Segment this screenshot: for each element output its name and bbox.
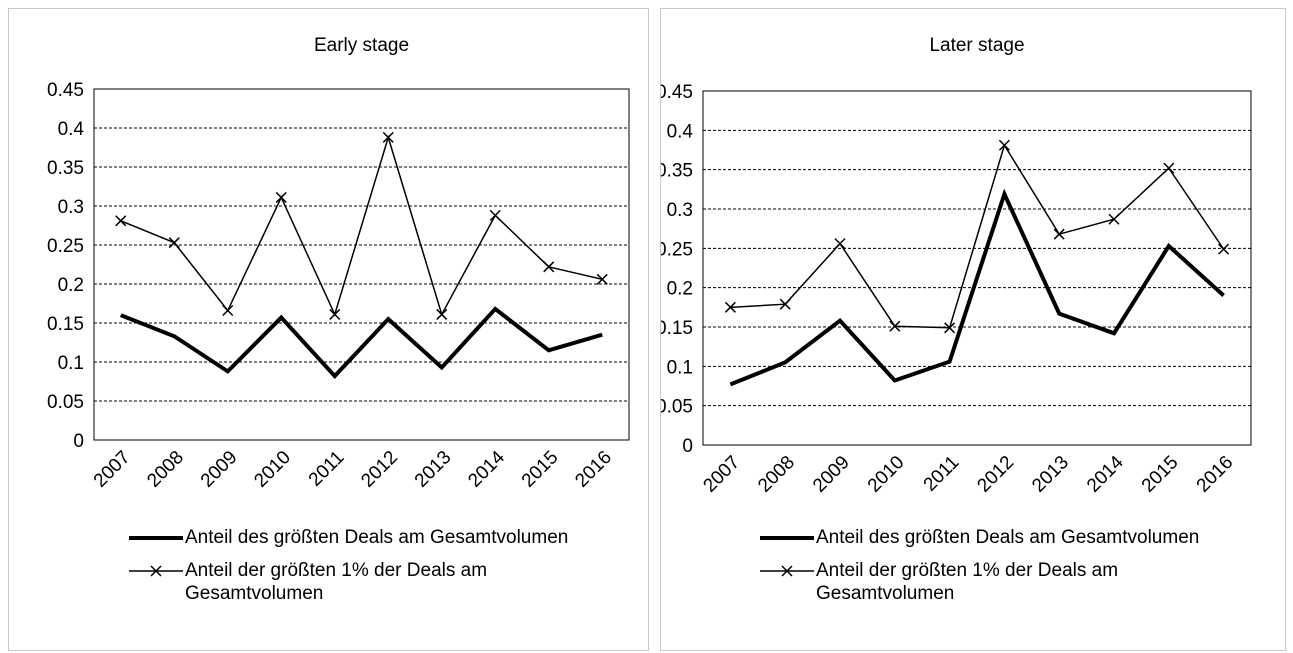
y-tick-label: 0.15 xyxy=(661,318,693,339)
plot-frame xyxy=(702,90,1252,446)
marker xyxy=(115,215,127,227)
x-tick-label: 2009 xyxy=(197,447,242,492)
legend-entry: Anteil des größten Deals am Gesamtvolume… xyxy=(758,526,1206,549)
marker xyxy=(779,298,791,310)
legend: Anteil des größten Deals am Gesamtvolume… xyxy=(127,526,575,615)
x-tick-label: 2007 xyxy=(699,452,744,497)
legend-label: Anteil des größten Deals am Gesamtvolume… xyxy=(816,527,1200,548)
legend-swatch xyxy=(129,536,183,540)
x-tick-label: 2014 xyxy=(1083,452,1128,497)
y-tick-label: 0.4 xyxy=(667,121,694,142)
marker xyxy=(1053,228,1065,240)
marker xyxy=(889,320,901,332)
y-tick-label: 0 xyxy=(73,431,84,452)
plot-frame xyxy=(93,88,630,441)
legend: Anteil des größten Deals am Gesamtvolume… xyxy=(758,526,1206,615)
x-tick-label: 2014 xyxy=(464,447,509,492)
x-tick-label: 2015 xyxy=(1138,452,1183,497)
y-tick-label: 0.2 xyxy=(667,279,693,300)
marker xyxy=(944,322,956,334)
legend-label: Anteil der größten 1% der Deals am Gesam… xyxy=(816,560,1119,604)
y-tick-label: 0.1 xyxy=(58,353,84,374)
marker xyxy=(1163,162,1175,174)
y-tick-label: 0.35 xyxy=(661,161,693,182)
marker xyxy=(168,237,180,249)
legend-entry: Anteil der größten 1% der Deals am Gesam… xyxy=(758,559,1206,605)
marker xyxy=(275,191,287,203)
marker xyxy=(596,273,608,285)
y-tick-label: 0.45 xyxy=(661,82,693,103)
y-tick-label: 0.3 xyxy=(58,197,84,218)
x-tick-label: 2008 xyxy=(143,447,188,492)
series-line xyxy=(730,143,1225,329)
marker xyxy=(998,139,1010,151)
marker xyxy=(489,209,501,221)
legend-swatch xyxy=(129,565,183,577)
legend-entry: Anteil der größten 1% der Deals am Gesam… xyxy=(127,559,575,605)
x-tick-label: 2007 xyxy=(90,447,135,492)
y-tick-label: 0.2 xyxy=(58,275,84,296)
chart-panel: Early stage 0 0.05 0.1 0.15 0.2 0.25 0.3 0.35 0.4… xyxy=(8,8,649,651)
y-tick-label: 0.35 xyxy=(47,158,84,179)
x-tick-label: 2009 xyxy=(809,452,854,497)
y-tick-label: 0 xyxy=(682,436,693,457)
series-line xyxy=(120,134,603,317)
x-tick-label: 2010 xyxy=(250,447,295,492)
series-line xyxy=(120,306,603,379)
legend-label: Anteil der größten 1% der Deals am Gesam… xyxy=(185,560,488,604)
marker xyxy=(329,308,341,320)
x-tick-label: 2016 xyxy=(1193,452,1238,497)
chart-title: Later stage xyxy=(929,35,1024,56)
marker xyxy=(543,261,555,273)
chart: Later stage 0 0.05 0.1 0.15 0.2 0.25 0.3 0.35 0.4… xyxy=(661,35,1252,497)
chart-panel: Later stage 0 0.05 0.1 0.15 0.2 0.25 0.3 0.35 0.4… xyxy=(660,8,1286,651)
y-tick-label: 0.05 xyxy=(661,397,693,418)
x-tick-label: 2015 xyxy=(518,447,563,492)
y-tick-label: 0.25 xyxy=(47,236,84,257)
x-tick-label: 2008 xyxy=(754,452,799,497)
marker xyxy=(724,301,736,313)
marker xyxy=(1218,243,1230,255)
marker xyxy=(1108,213,1120,225)
x-tick-label: 2012 xyxy=(357,447,402,492)
legend-entry: Anteil des größten Deals am Gesamtvolume… xyxy=(127,526,575,549)
chart: Early stage 0 0.05 0.1 0.15 0.2 0.25 0.3 0.35 0.4… xyxy=(47,35,630,492)
legend-marker xyxy=(781,565,793,577)
x-tick-label: 2012 xyxy=(973,452,1018,497)
y-tick-label: 0.1 xyxy=(667,357,693,378)
y-tick-label: 0.05 xyxy=(47,392,84,413)
marker xyxy=(382,131,394,143)
marker xyxy=(436,308,448,320)
marker xyxy=(834,238,846,250)
y-tick-label: 0.45 xyxy=(47,80,84,101)
chart-title: Early stage xyxy=(314,35,409,56)
legend-swatch xyxy=(760,536,814,540)
x-tick-label: 2016 xyxy=(571,447,616,492)
x-tick-label: 2011 xyxy=(305,447,349,491)
legend-label: Anteil des größten Deals am Gesamtvolume… xyxy=(185,527,569,548)
y-tick-label: 0.15 xyxy=(47,314,84,335)
y-tick-label: 0.4 xyxy=(58,119,85,140)
x-tick-label: 2013 xyxy=(1028,452,1073,497)
y-tick-label: 0.25 xyxy=(661,239,693,260)
x-tick-label: 2010 xyxy=(864,452,909,497)
legend-swatch xyxy=(760,565,814,577)
marker xyxy=(222,304,234,317)
legend-marker xyxy=(150,565,162,577)
series-line xyxy=(729,188,1225,387)
y-tick-label: 0.3 xyxy=(667,200,693,221)
x-tick-label: 2011 xyxy=(920,452,964,496)
x-tick-label: 2013 xyxy=(411,447,456,492)
